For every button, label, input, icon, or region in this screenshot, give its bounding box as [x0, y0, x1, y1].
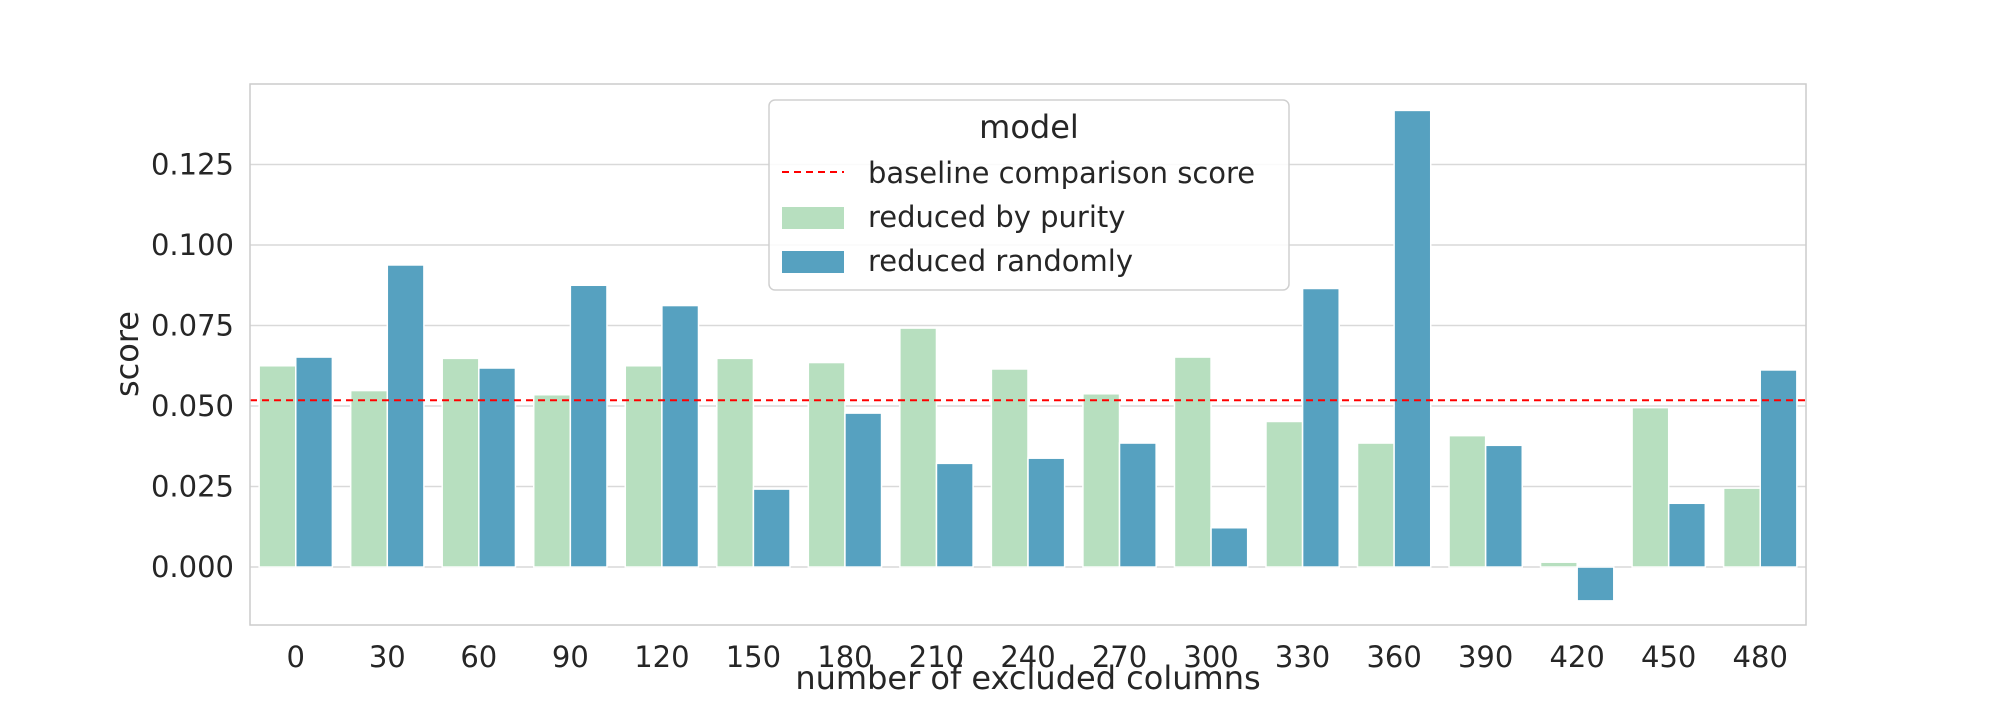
bar-reduced-randomly-270	[1118, 442, 1157, 568]
bar-reduced-randomly-300	[1210, 526, 1249, 568]
bar-reduced-randomly-330	[1301, 287, 1340, 568]
legend-swatch-reduced-by-purity	[782, 207, 844, 229]
x-tick-label: 480	[1733, 640, 1788, 674]
bar-reduced-by-purity-330	[1265, 420, 1304, 568]
bar-reduced-by-purity-0	[258, 365, 297, 568]
plot-frame	[249, 83, 1807, 626]
bar-reduced-by-purity-30	[349, 389, 389, 568]
bar-reduced-randomly-480	[1759, 369, 1798, 568]
legend-frame	[768, 99, 1290, 291]
bar-reduced-by-purity-420	[1539, 561, 1578, 568]
y-tick-label: 0.100	[151, 228, 234, 262]
legend-label-reduced-by-purity: reduced by purity	[868, 200, 1125, 234]
y-tick-label: 0.000	[151, 550, 234, 584]
bar-reduced-by-purity-180	[807, 361, 846, 568]
x-tick-label: 300	[1183, 640, 1238, 674]
bar-reduced-by-purity-360	[1356, 442, 1395, 568]
y-axis-label: score	[108, 311, 146, 397]
bar-reduced-randomly-420	[1576, 566, 1615, 602]
x-tick-label: 210	[909, 640, 964, 674]
y-tick-label: 0.125	[151, 148, 234, 182]
y-tick-label: 0.075	[151, 309, 234, 343]
bar-reduced-by-purity-300	[1173, 356, 1212, 568]
x-tick-label: 450	[1641, 640, 1696, 674]
bar-reduced-randomly-60	[478, 367, 517, 568]
x-tick-label: 240	[1000, 640, 1055, 674]
bar-reduced-by-purity-210	[899, 327, 938, 568]
bar-reduced-randomly-30	[386, 264, 425, 568]
x-tick-label: 0	[287, 640, 305, 674]
bar-reduced-randomly-240	[1027, 457, 1066, 568]
legend: model baseline comparison score reduced …	[768, 99, 1290, 291]
x-tick-label: 420	[1549, 640, 1604, 674]
x-tick-label: 150	[726, 640, 781, 674]
bar-reduced-randomly-180	[844, 412, 883, 568]
bar-reduced-by-purity-120	[624, 365, 663, 568]
x-tick-label: 330	[1275, 640, 1330, 674]
x-tick-label: 270	[1092, 640, 1147, 674]
bars	[258, 109, 1798, 602]
bar-reduced-randomly-150	[752, 488, 791, 568]
y-tick-labels: 0.000 0.025 0.050 0.075 0.100 0.125	[151, 148, 234, 585]
bar-reduced-by-purity-270	[1082, 393, 1121, 568]
bar-reduced-randomly-90	[569, 284, 608, 568]
y-tick-label: 0.025	[151, 470, 234, 504]
x-tick-label: 30	[369, 640, 406, 674]
x-tick-label: 90	[552, 640, 589, 674]
x-axis-label: number of excluded columns	[795, 659, 1260, 697]
bar-reduced-randomly-360	[1393, 109, 1432, 568]
bar-reduced-by-purity-60	[441, 357, 480, 568]
bar-reduced-randomly-120	[661, 304, 700, 568]
bar-reduced-by-purity-480	[1722, 487, 1761, 568]
bar-reduced-by-purity-150	[716, 357, 755, 568]
x-tick-label: 60	[460, 640, 497, 674]
x-tick-label: 390	[1458, 640, 1513, 674]
legend-swatch-reduced-randomly	[782, 251, 844, 273]
y-tick-label: 0.050	[151, 389, 234, 423]
legend-label-baseline: baseline comparison score	[868, 156, 1255, 190]
legend-title: model	[979, 108, 1079, 146]
bar-reduced-by-purity-390	[1448, 434, 1487, 568]
x-tick-labels: 0 30 60 90 120 150 180 210 240 270 300 330 360 390 420…	[287, 640, 1788, 674]
x-tick-label: 120	[634, 640, 689, 674]
bar-reduced-randomly-0	[295, 356, 334, 568]
x-tick-label: 180	[817, 640, 872, 674]
bar-reduced-randomly-450	[1667, 502, 1707, 568]
bar-reduced-by-purity-240	[990, 368, 1029, 568]
bar-reduced-randomly-210	[935, 462, 974, 568]
bar-reduced-by-purity-450	[1631, 406, 1670, 568]
legend-label-reduced-randomly: reduced randomly	[868, 244, 1133, 278]
bar-reduced-by-purity-90	[532, 394, 572, 568]
bar-reduced-randomly-390	[1484, 444, 1524, 568]
x-tick-label: 360	[1366, 640, 1421, 674]
